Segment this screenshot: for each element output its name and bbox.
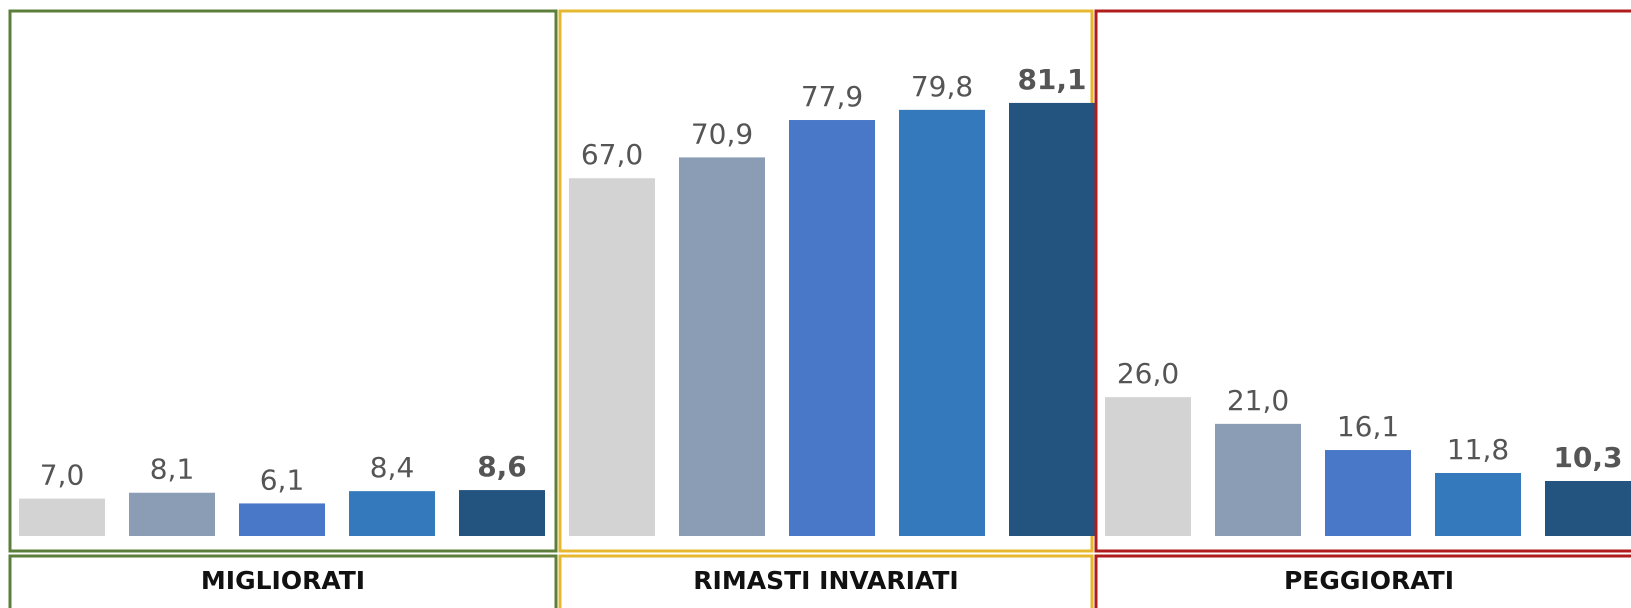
panel-frame (8, 9, 558, 553)
value-label: 8,1 (150, 453, 195, 486)
value-label: 7,0 (40, 459, 85, 492)
bar (899, 109, 985, 537)
bar (1435, 472, 1521, 536)
value-label: 26,0 (1117, 357, 1179, 390)
bar (129, 492, 215, 536)
value-label: 11,8 (1447, 433, 1509, 466)
bar (789, 120, 875, 536)
bar (239, 503, 325, 536)
value-label: 21,0 (1227, 384, 1289, 417)
bar (1325, 450, 1411, 536)
bar (1215, 423, 1301, 536)
category-label: PEGGIORATI (1284, 566, 1454, 595)
value-label: 8,4 (370, 451, 415, 484)
value-label: 77,9 (801, 80, 863, 113)
label-box (8, 554, 558, 608)
bar (1009, 102, 1095, 537)
bar (459, 490, 545, 536)
bar (679, 157, 765, 537)
label-box (558, 554, 1094, 608)
value-label: 81,1 (1017, 63, 1086, 96)
panel-frame (1094, 9, 1631, 553)
value-label: 10,3 (1553, 441, 1622, 474)
value-label: 8,6 (477, 450, 527, 483)
label-box (1094, 554, 1631, 608)
value-label: 67,0 (581, 138, 643, 171)
bar (349, 491, 435, 536)
value-label: 6,1 (260, 463, 305, 496)
category-label: RIMASTI INVARIATI (693, 566, 958, 595)
bar (19, 498, 105, 536)
bar (1545, 480, 1631, 536)
value-label: 70,9 (691, 117, 753, 150)
value-label: 79,8 (911, 70, 973, 103)
bar (1105, 397, 1191, 536)
bar (569, 178, 655, 536)
value-label: 16,1 (1337, 410, 1399, 443)
category-label: MIGLIORATI (201, 566, 365, 595)
